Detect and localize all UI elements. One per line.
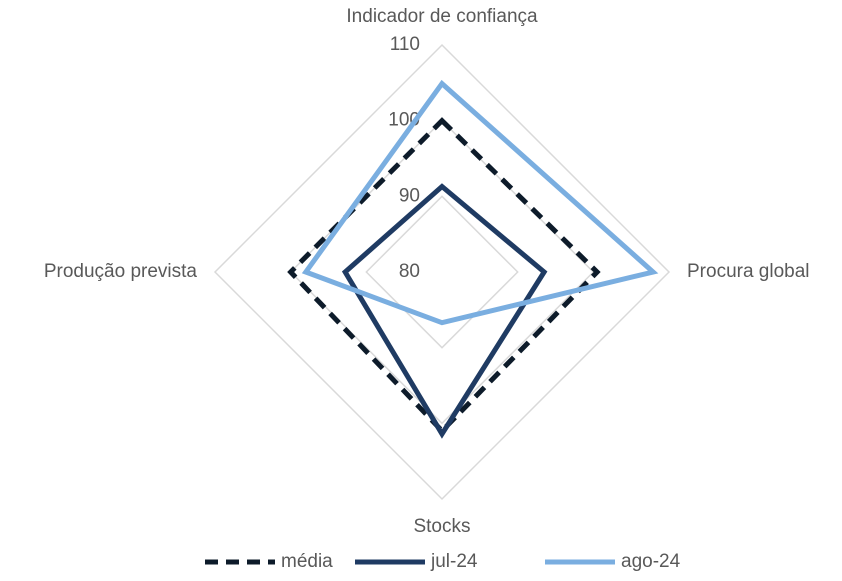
category-label: Produção prevista (44, 261, 198, 282)
grid-line (289, 119, 595, 425)
legend-label: ago-24 (621, 551, 681, 572)
r-tick-label: 110 (390, 34, 420, 55)
category-label: Indicador de confiança (346, 6, 538, 27)
r-tick-label: 90 (399, 185, 420, 206)
series-line (301, 79, 659, 326)
grid-line (213, 43, 671, 501)
legend-label: média (281, 551, 333, 572)
series-line (341, 183, 548, 439)
legend-label: jul-24 (430, 551, 478, 572)
grid-line (365, 195, 519, 349)
series-line (287, 117, 601, 435)
r-tick-label: 80 (399, 261, 420, 282)
category-label: Procura global (687, 261, 810, 282)
category-label: Stocks (413, 516, 470, 537)
